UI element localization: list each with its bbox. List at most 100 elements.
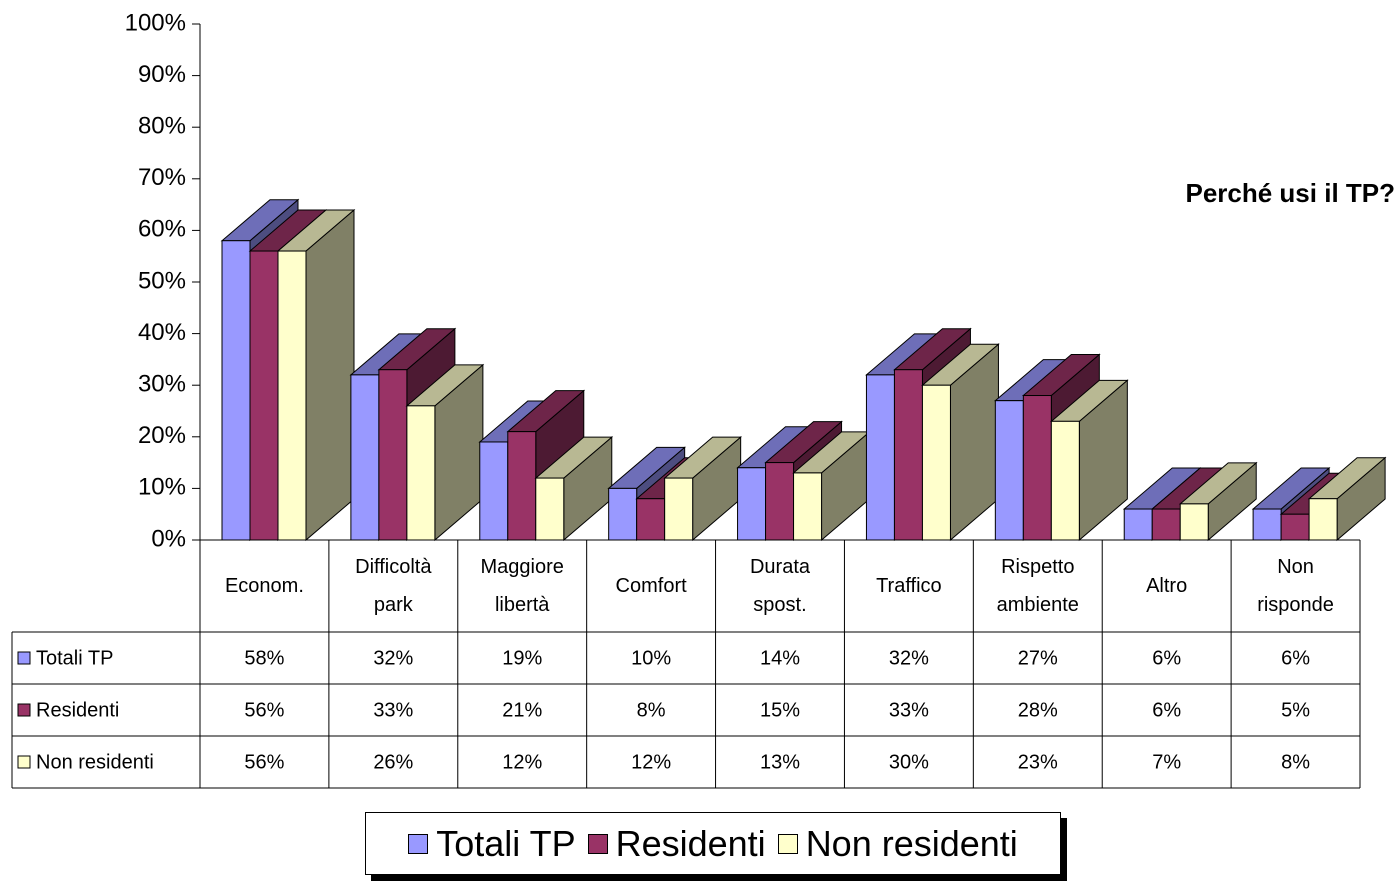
y-tick-label: 50%: [138, 267, 186, 294]
table-value: 32%: [373, 647, 413, 669]
chart-title: Perché usi il TP?: [1185, 178, 1395, 208]
bar: [277, 250, 307, 541]
table-value: 6%: [1281, 647, 1310, 669]
table-value: 12%: [502, 751, 542, 773]
table-row-label: Non residenti: [36, 751, 154, 773]
legend-label: Non residenti: [805, 822, 1018, 864]
table-legend-key: [17, 755, 31, 769]
table-value: 23%: [1018, 751, 1058, 773]
legend-item: Totali TP: [408, 822, 576, 865]
bar: [479, 441, 509, 541]
bar: [1252, 508, 1282, 541]
legend-swatch: [777, 833, 798, 854]
category-cell: Altro: [1102, 540, 1231, 632]
table-value: 28%: [1018, 699, 1058, 721]
bar: [608, 487, 638, 541]
x-tick-label: Comfort: [615, 575, 687, 597]
table-value: 56%: [244, 699, 284, 721]
bar: [921, 384, 951, 541]
y-tick-label: 60%: [138, 216, 186, 243]
bar: [893, 369, 923, 541]
y-tick-label: 20%: [138, 422, 186, 449]
table-value: 14%: [760, 647, 800, 669]
category-cell: Econom.: [200, 540, 329, 632]
legend-label: Residenti: [615, 822, 766, 864]
y-tick-label: 30%: [138, 371, 186, 398]
category-cell: Non risponde: [1231, 540, 1360, 632]
table-value: 6%: [1152, 699, 1181, 721]
table-value: 33%: [889, 699, 929, 721]
bar: [865, 374, 895, 541]
category-cell: Traffico: [844, 540, 973, 632]
category-cell: Durata spost.: [716, 540, 845, 632]
y-tick-label: 70%: [138, 164, 186, 191]
table-value: 58%: [244, 647, 284, 669]
table-value: 10%: [631, 647, 671, 669]
bar: [378, 369, 408, 541]
bar: [1123, 508, 1153, 541]
x-tick-label: Econom.: [224, 575, 304, 597]
legend-item: Residenti: [587, 822, 766, 865]
table-value: 6%: [1152, 647, 1181, 669]
bar: [1179, 503, 1209, 541]
bar: [1308, 498, 1338, 541]
x-tick-label: Maggiore libertà: [480, 556, 564, 616]
legend-label: Totali TP: [436, 822, 576, 864]
bar-side: [305, 208, 355, 542]
y-tick-label: 0%: [151, 525, 186, 552]
table-value: 26%: [373, 751, 413, 773]
bar: [1151, 508, 1181, 541]
bar: [1280, 513, 1310, 541]
bar: [664, 477, 694, 541]
table-value: 30%: [889, 751, 929, 773]
x-tick-label: Durata spost.: [749, 556, 810, 616]
legend-item: Non residenti: [777, 822, 1018, 865]
table-value: 19%: [502, 647, 542, 669]
bar: [406, 405, 436, 541]
table-value: 27%: [1018, 647, 1058, 669]
y-tick-label: 10%: [138, 474, 186, 501]
y-tick-label: 80%: [138, 113, 186, 140]
bar: [793, 472, 823, 541]
table-value: 21%: [502, 699, 542, 721]
bar: [765, 462, 795, 541]
x-tick-label: Rispetto ambiente: [996, 556, 1079, 616]
x-tick-label: Traffico: [876, 575, 942, 597]
bar: [535, 477, 565, 541]
table-value: 56%: [244, 751, 284, 773]
bar: [221, 240, 251, 541]
bar: [994, 400, 1024, 541]
y-tick-label: 100%: [125, 9, 186, 36]
table-value: 7%: [1152, 751, 1181, 773]
x-tick-label: Altro: [1146, 575, 1188, 597]
y-tick-label: 40%: [138, 319, 186, 346]
bar: [1050, 420, 1080, 541]
bar: [737, 467, 767, 541]
table-value: 13%: [760, 751, 800, 773]
bar: [636, 498, 666, 541]
bar: [1022, 395, 1052, 541]
category-cell: Difficoltà park: [329, 540, 458, 632]
x-tick-label: Difficoltà park: [355, 556, 432, 616]
legend: Totali TP Residenti Non residenti: [365, 812, 1061, 875]
x-tick-label: Non risponde: [1257, 556, 1334, 616]
category-cell: Comfort: [587, 540, 716, 632]
table-value: 8%: [637, 699, 666, 721]
bar: [350, 374, 380, 541]
table-value: 33%: [373, 699, 413, 721]
category-cell: Rispetto ambiente: [973, 540, 1102, 632]
table-row-label: Residenti: [36, 699, 119, 721]
table-value: 15%: [760, 699, 800, 721]
table-value: 5%: [1281, 699, 1310, 721]
category-cell: Maggiore libertà: [458, 540, 587, 632]
bar: [507, 431, 537, 541]
y-tick-label: 90%: [138, 61, 186, 88]
legend-swatch: [587, 833, 608, 854]
table-legend-key: [17, 651, 31, 665]
table-legend-key: [17, 703, 31, 717]
table-value: 32%: [889, 647, 929, 669]
bar: [249, 250, 279, 541]
legend-swatch: [408, 833, 429, 854]
